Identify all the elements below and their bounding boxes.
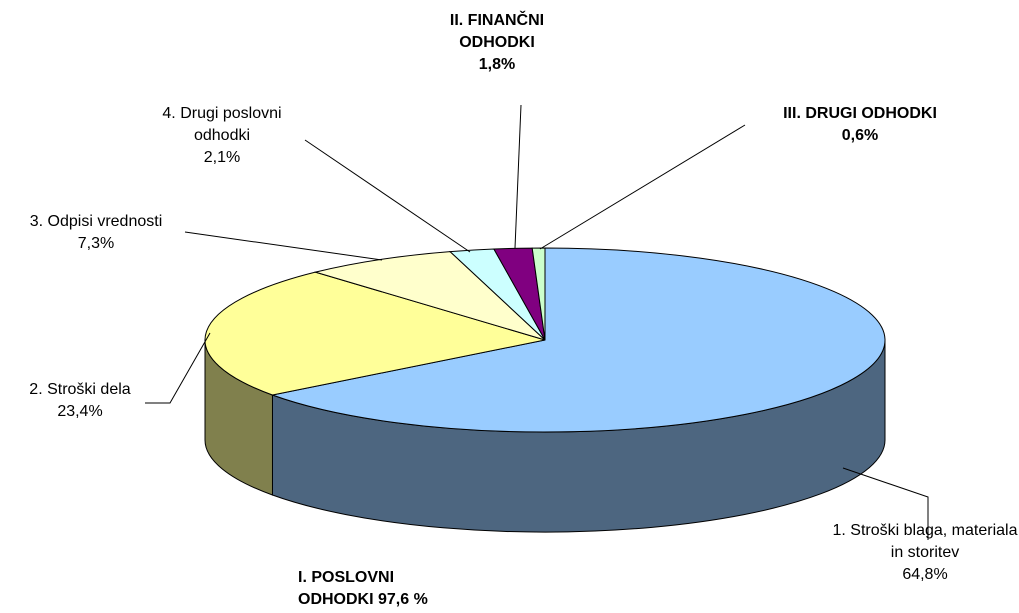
slice [204, 271, 546, 396]
leader-line [304, 139, 471, 253]
slice-label: 3. Odpisi vrednosti 7,3% [0, 211, 192, 255]
leader-line [514, 104, 522, 249]
value-label: 23,4% [57, 403, 103, 420]
leader-line [145, 332, 211, 404]
slice-label: II. FINANČNI ODHODKI 1,8% [437, 10, 557, 76]
category-label: 3. Odpisi vrednosti [29, 213, 163, 230]
value-label: 2,1% [203, 149, 241, 166]
leader-line [184, 231, 383, 261]
leader-line [539, 124, 746, 250]
slice-label: 2. Stroški dela 23,4% [0, 379, 160, 423]
category-label: 4. Drugi poslovni odhodki [162, 105, 282, 144]
category-label: II. FINANČNI ODHODKI [449, 12, 545, 51]
value-label: 0,6% [841, 127, 879, 144]
value-label: 1,8% [478, 56, 516, 73]
value-label: 7,3% [77, 235, 115, 252]
slice [270, 247, 886, 433]
slice-label: III. DRUGI ODHODKI 0,6% [745, 103, 975, 147]
annotation: I. POSLOVNI ODHODKI 97,6 % [298, 569, 428, 608]
slice [531, 247, 546, 341]
category-label: 2. Stroški dela [29, 381, 131, 398]
value-label: 64,8% [902, 566, 948, 583]
slice-label: 1. Stroški blaga, materiala in storitev … [830, 520, 1019, 586]
category-label: 1. Stroški blaga, materiala in storitev [832, 522, 1018, 561]
slice-label: 4. Drugi poslovni odhodki 2,1% [142, 103, 302, 169]
category-label: III. DRUGI ODHODKI [783, 105, 937, 122]
leader-line [842, 467, 929, 540]
